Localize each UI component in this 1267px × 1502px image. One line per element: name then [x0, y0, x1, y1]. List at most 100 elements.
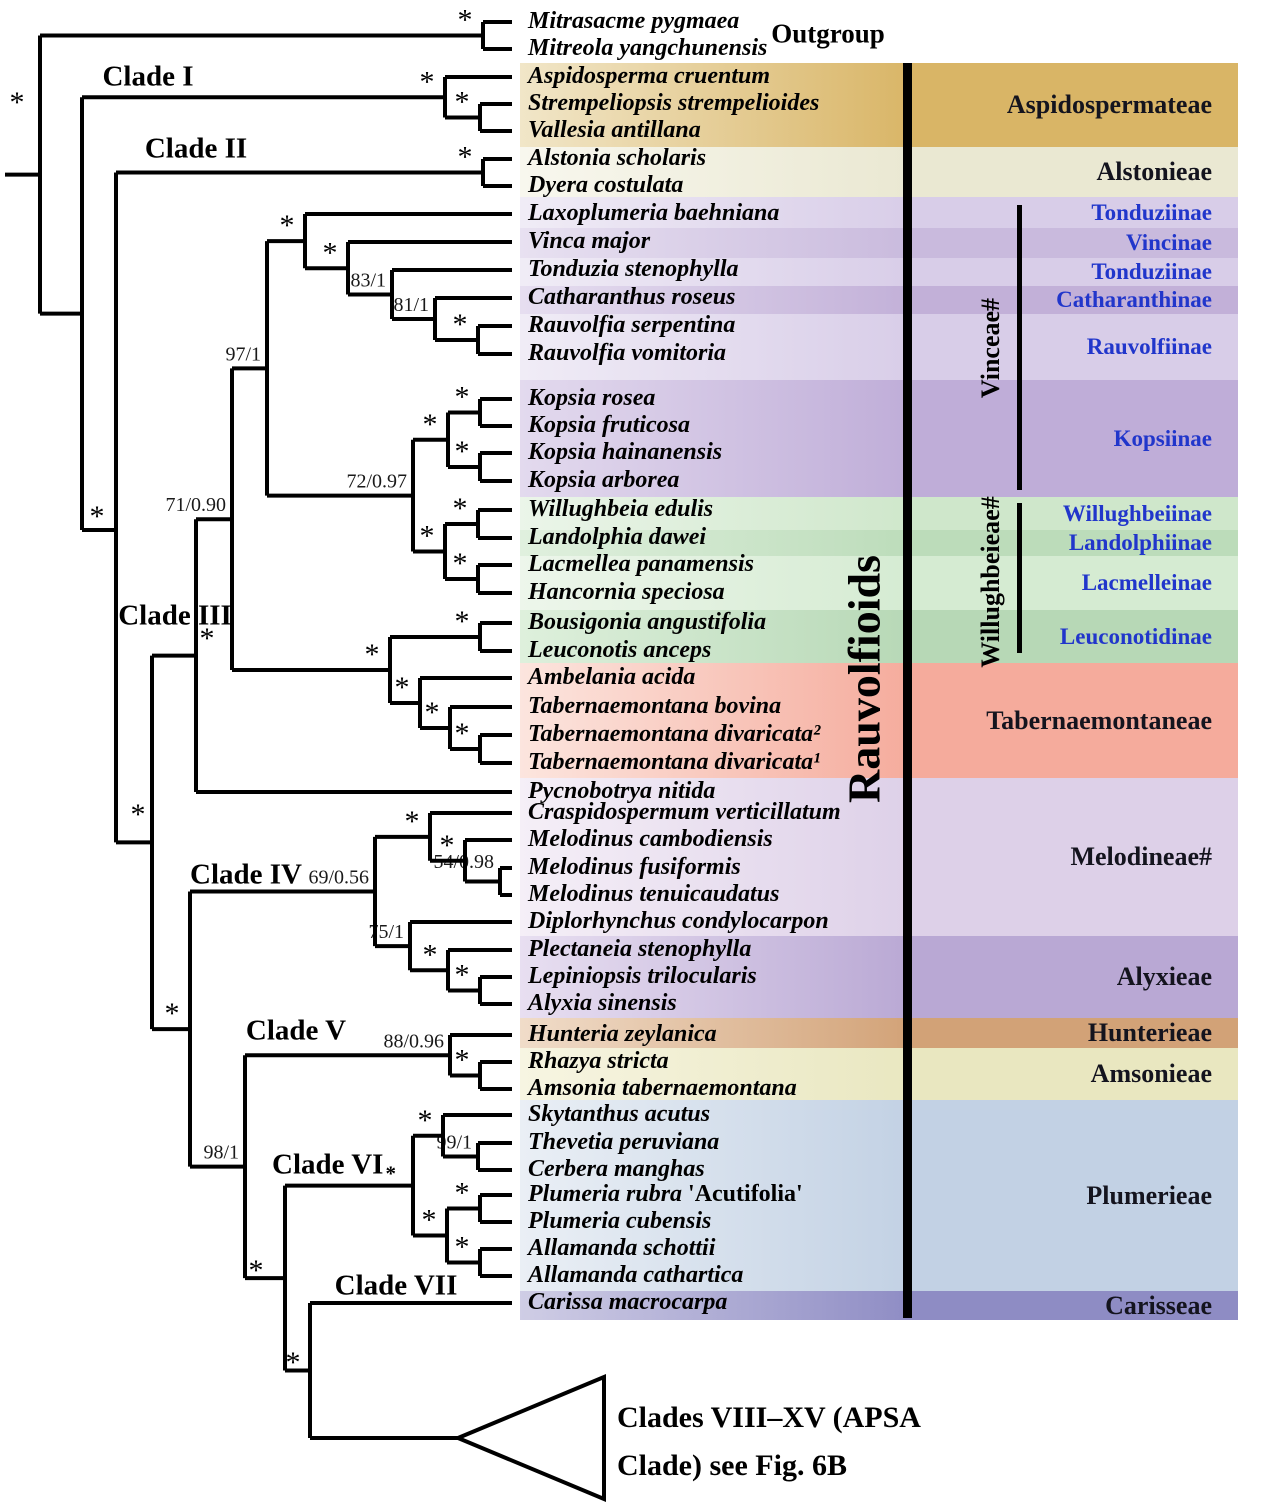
support-value: * [420, 520, 435, 553]
taxon-label: Pycnobotrya nitida [528, 778, 716, 804]
taxon-label: Plectaneia stenophylla [528, 936, 752, 962]
taxon-label: Skytanthus acutus [528, 1101, 711, 1127]
support-value: 75/1 [368, 921, 404, 943]
taxon-label: Tabernaemontana divaricata² [528, 721, 821, 747]
taxon-label: Rhazya stricta [528, 1048, 669, 1074]
clade-label: Clade VI* [272, 1148, 396, 1186]
support-value: * [455, 1231, 470, 1264]
support-value: 83/1 [350, 270, 386, 292]
band-label: Landolphiinae [1068, 530, 1212, 555]
support-value: * [425, 696, 440, 729]
rauvolfioids-label: Rauvolfioids [838, 555, 890, 803]
tribe-band: Landolphiinae [520, 530, 1238, 556]
taxon-label: Cerbera manghas [528, 1156, 705, 1182]
tribe-band: Tonduziinae [520, 197, 1238, 228]
support-value: * [455, 1177, 470, 1210]
taxon-label: Melodinus tenuicaudatus [528, 881, 780, 907]
tribe-band: Hunterieae [520, 1018, 1238, 1048]
band-label: Alyxieae [1116, 962, 1212, 991]
band-label: Tonduziinae [1091, 199, 1212, 225]
subtribe-bracket-label: Vinceae# [976, 297, 1005, 399]
clade-label: Clade IV [190, 858, 302, 891]
taxon-label: Tabernaemontana divaricata¹ [528, 749, 821, 775]
support-value: * [455, 381, 470, 414]
taxon-label: Thevetia peruviana [528, 1129, 720, 1155]
support-value: 72/0.97 [346, 471, 407, 493]
support-value: * [423, 408, 438, 441]
taxon-label: Rauvolfia serpentina [528, 312, 736, 338]
tribe-band: Rauvolfiinae [520, 314, 1238, 380]
band-label: Catharanthinae [1056, 287, 1212, 312]
support-value: 69/0.56 [308, 867, 369, 889]
taxon-label: Ambelania acida [528, 664, 696, 690]
taxon-label: Kopsia rosea [528, 385, 656, 411]
tribe-band: Tonduziinae [520, 258, 1238, 286]
support-value: * [131, 798, 146, 831]
support-value: * [455, 1044, 470, 1077]
collapsed-clade-text-line2: Clade) see Fig. 6B [617, 1449, 847, 1482]
band-label: Melodineae# [1070, 842, 1212, 871]
taxon-label: Allamanda schottii [528, 1235, 716, 1261]
band-label: Alstonieae [1096, 157, 1212, 186]
tribe-band: Carisseae [520, 1291, 1238, 1320]
band-label: Plumerieae [1086, 1180, 1212, 1210]
subtribe-bracket-label: Willughbeieae# [976, 496, 1005, 668]
taxon-label: Diplorhynchus condylocarpon [528, 908, 829, 934]
support-value: * [249, 1254, 264, 1287]
support-value: * [10, 86, 25, 119]
subtribe-bracket-bar [1017, 503, 1022, 653]
support-value: * [286, 1346, 301, 1379]
taxon-label: Tabernaemontana bovina [528, 693, 782, 719]
support-value: * [440, 829, 455, 862]
band-label: Vincinae [1125, 230, 1212, 255]
taxon-label: Landolphia dawei [528, 524, 707, 550]
support-value: * [455, 86, 470, 119]
tribe-band: Lacmelleinae [520, 556, 1238, 610]
support-value: * [165, 997, 180, 1030]
band-label: Rauvolfiinae [1086, 334, 1212, 359]
taxon-label: Leuconotis anceps [528, 637, 712, 663]
taxon-label: Plumeria rubra 'Acutifolia' [528, 1181, 803, 1207]
support-value: * [455, 959, 470, 992]
band-label: Hunterieae [1087, 1018, 1212, 1047]
tribe-band: Plumerieae [520, 1100, 1238, 1291]
taxon-label: Catharanthus roseus [528, 284, 736, 310]
support-value: * [405, 805, 420, 838]
tribe-band: Alyxieae [520, 936, 1238, 1018]
clade-label: Clade II [144, 132, 248, 165]
taxon-label: Melodinus fusiformis [528, 854, 741, 880]
tribe-band: Vincinae [520, 228, 1238, 258]
support-value: 98/1 [203, 1142, 239, 1164]
tribe-band: Willughbeiinae [520, 497, 1238, 530]
band-label: Leuconotidinae [1059, 623, 1212, 649]
taxon-label: Mitreola yangchunensis [528, 35, 768, 61]
support-value: * [422, 1204, 437, 1237]
band-label: Aspidospermateae [1006, 90, 1212, 119]
support-value: * [365, 638, 380, 671]
clade-label: Clade III [118, 599, 232, 632]
taxon-label: Lacmellea panamensis [528, 551, 754, 577]
support-value: * [455, 605, 470, 638]
support-value: 97/1 [225, 343, 261, 365]
support-value: * [280, 209, 295, 242]
band-label: Tabernaemontaneae [986, 705, 1212, 735]
taxon-label: Plumeria cubensis [528, 1208, 712, 1234]
support-value: * [458, 4, 473, 37]
tribe-band: Alstonieae [520, 147, 1238, 197]
taxon-label: Willughbeia edulis [528, 496, 714, 522]
clade-label: Clade I [102, 60, 194, 93]
support-value: * [455, 435, 470, 468]
support-value: 88/0.96 [383, 1030, 444, 1052]
support-value: * [453, 492, 468, 525]
taxon-label: Alstonia scholaris [528, 145, 707, 171]
tribe-band: Melodineae# [520, 778, 1238, 936]
tribe-band: Catharanthinae [520, 286, 1238, 314]
tribe-band: Aspidospermateae [520, 63, 1238, 147]
taxon-label: Tonduzia stenophylla [528, 256, 739, 282]
tribe-band: Leuconotidinae [520, 610, 1238, 663]
taxon-label: Lepiniopsis trilocularis [528, 963, 757, 989]
taxon-label: Alyxia sinensis [528, 990, 677, 1016]
taxon-label: Dyera costulata [528, 172, 684, 198]
band-label: Kopsiinae [1113, 425, 1212, 451]
